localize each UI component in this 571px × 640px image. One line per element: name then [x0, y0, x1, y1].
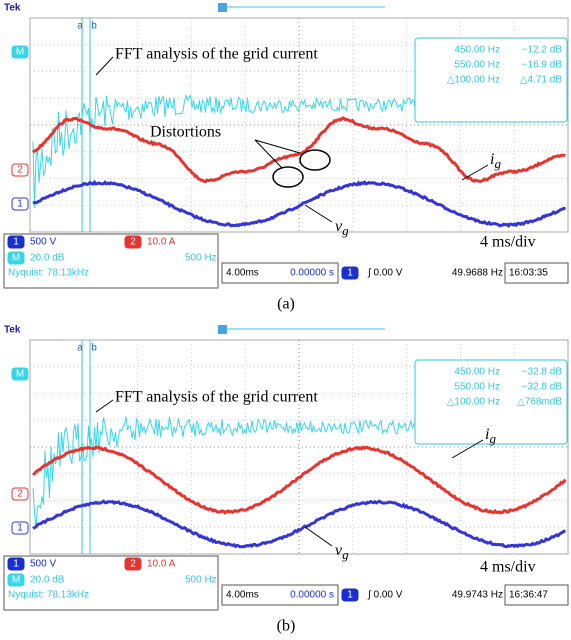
status-badge: M [12, 575, 20, 586]
readout-freq: 550.00 Hz [454, 60, 500, 71]
status-text: 20.0 dB [30, 253, 65, 264]
scale-label: 4 ms/div [480, 234, 536, 251]
status-text: Nyquist: 78.13kHz [8, 268, 89, 279]
figure: TekabM21450.00 Hz−12.2 dB550.00 Hz−16.9 … [0, 0, 571, 640]
status-badge: 1 [347, 268, 353, 279]
channel-marker: M [16, 47, 24, 58]
status-text: 20.0 dB [30, 575, 65, 586]
status-badge: 1 [347, 590, 353, 601]
status-text: 10.0 A [147, 237, 176, 248]
readout-freq: 450.00 Hz [454, 367, 500, 378]
status-text: 16:36:47 [509, 590, 548, 601]
brand: Tek [4, 325, 21, 336]
readout-level: −32.8 dB [522, 382, 563, 393]
current_label-subscript: g [494, 156, 501, 171]
status-badge: 1 [13, 559, 19, 570]
readout-level: △768mdB [517, 397, 562, 408]
status-badge: 2 [130, 559, 136, 570]
status-text: ∫ 0.00 V [367, 268, 403, 279]
status-text: 4.00ms [226, 590, 259, 601]
status-text: 0.00000 s [290, 268, 334, 279]
caption: (a) [277, 296, 295, 313]
scale-label: 4 ms/div [480, 559, 536, 576]
caption: (b) [277, 618, 296, 635]
readout-level: △4.71 dB [520, 75, 562, 86]
status-text: 500 V [30, 559, 56, 570]
status-text: 500 Hz [185, 253, 217, 264]
panel: Tek ab M 2 1 450.00 Hz −32.8 dB 550.00 Hz −32.8 … [4, 325, 568, 635]
readout-freq: 550.00 Hz [454, 382, 500, 393]
status-text: ∫ 0.00 V [367, 590, 403, 601]
readout-freq: △100.00 Hz [447, 397, 500, 408]
readout-level: −16.9 dB [522, 60, 563, 71]
fft-label: FFT analysis of the grid current [115, 46, 318, 63]
fft-label: FFT analysis of the grid current [115, 389, 318, 406]
readout-level: −32.8 dB [522, 367, 563, 378]
voltage_label-subscript: g [342, 547, 349, 562]
trigger-marker [218, 3, 227, 12]
status-text: 10.0 A [147, 559, 176, 570]
status-text: Nyquist: 78.13kHz [8, 590, 89, 601]
distortions-label: Distortions [150, 124, 221, 141]
cursor-tag: b [91, 21, 97, 32]
trigger-marker [218, 325, 227, 334]
channel-marker: 2 [17, 165, 23, 176]
status-text: 16:03:35 [509, 268, 548, 279]
readout-freq: 450.00 Hz [454, 45, 500, 56]
readout-freq: △100.00 Hz [447, 75, 500, 86]
channel-marker: 2 [17, 489, 23, 500]
status-text: 49.9688 Hz [452, 268, 503, 279]
status-badge: 1 [13, 237, 19, 248]
status-badge: M [12, 253, 20, 264]
channel-marker: 1 [17, 523, 23, 534]
status-text: 500 V [30, 237, 56, 248]
cursor-tag: a [77, 21, 83, 32]
status-text: 49.9743 Hz [452, 590, 503, 601]
brand: Tek [4, 3, 21, 14]
status-text: 4.00ms [226, 268, 259, 279]
channel-marker: M [16, 369, 24, 380]
readout-level: −12.2 dB [522, 45, 563, 56]
status-text: 0.00000 s [290, 590, 334, 601]
channel-marker: 1 [17, 199, 23, 210]
status-badge: 2 [130, 237, 136, 248]
cursor-tag: a [77, 343, 83, 354]
voltage_label-subscript: g [342, 223, 349, 238]
cursor-tag: b [91, 343, 97, 354]
current_label-subscript: g [489, 431, 496, 446]
status-text: 500 Hz [185, 575, 217, 586]
